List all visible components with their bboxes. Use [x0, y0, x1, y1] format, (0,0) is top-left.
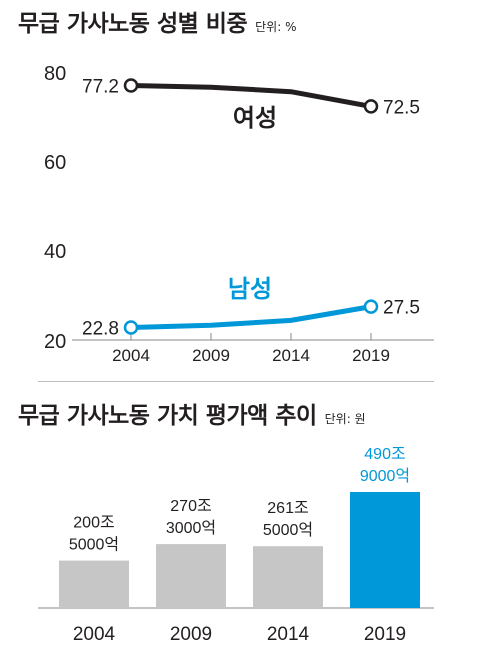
- x-tick-label: 2004: [112, 346, 150, 365]
- x-tick-label: 2019: [364, 624, 406, 645]
- series-line-male: [130, 304, 372, 330]
- x-tick-label: 2014: [267, 624, 310, 645]
- bar-value-label: 261조: [267, 500, 308, 517]
- x-tick-label: 2009: [192, 346, 230, 365]
- series-label-female: 여성: [233, 105, 277, 132]
- bar-value-label: 5000억: [69, 536, 119, 554]
- data-point: [123, 78, 139, 93]
- bar-chart-title-text: 무급 가사노동 가치 평가액 추이: [18, 403, 317, 429]
- data-label: 72.5: [383, 97, 420, 118]
- y-tick-label: 80: [44, 63, 66, 85]
- bar-chart-unit: 단위: 원: [324, 412, 366, 426]
- y-tick-label: 20: [44, 331, 66, 353]
- y-tick-label: 60: [44, 152, 66, 174]
- data-point: [363, 99, 379, 114]
- series-label-male: 남성: [228, 276, 272, 303]
- section-divider: [38, 381, 434, 382]
- bar-value-label: 5000억: [263, 521, 313, 539]
- data-label: 22.8: [82, 319, 119, 340]
- x-tick-label: 2019: [352, 346, 390, 365]
- line-chart: 80 60 40 20 2004 2009 2014 2019 77.2 72.5 22.8 27.5…: [44, 63, 434, 365]
- bar-value-label: 200조: [73, 515, 114, 532]
- bar-2014: [253, 546, 323, 608]
- x-tick-label: 2014: [272, 346, 310, 365]
- bar-chart-title: 무급 가사노동 가치 평가액 추이 단위: 원: [18, 396, 366, 430]
- bar-value-label: 270조: [170, 498, 211, 515]
- data-label: 27.5: [383, 298, 420, 319]
- data-point: [363, 299, 379, 314]
- x-tick-label: 2009: [170, 624, 212, 645]
- x-tick-label: 2004: [73, 624, 116, 645]
- bar-value-label: 490조: [364, 446, 405, 463]
- bar-2019: [350, 492, 420, 608]
- line-chart-title-text: 무급 가사노동 성별 비중: [18, 11, 248, 37]
- bar-value-label: 9000억: [360, 467, 410, 485]
- y-tick-label: 40: [44, 241, 66, 263]
- line-chart-unit: 단위: %: [255, 20, 297, 34]
- data-point: [123, 320, 139, 335]
- line-chart-title: 무급 가사노동 성별 비중 단위: %: [18, 4, 296, 38]
- bar-value-label: 3000억: [166, 519, 216, 537]
- bar-2004: [59, 560, 129, 608]
- bar-2009: [156, 544, 226, 608]
- series-line-female: [130, 83, 372, 109]
- data-label: 77.2: [82, 76, 119, 97]
